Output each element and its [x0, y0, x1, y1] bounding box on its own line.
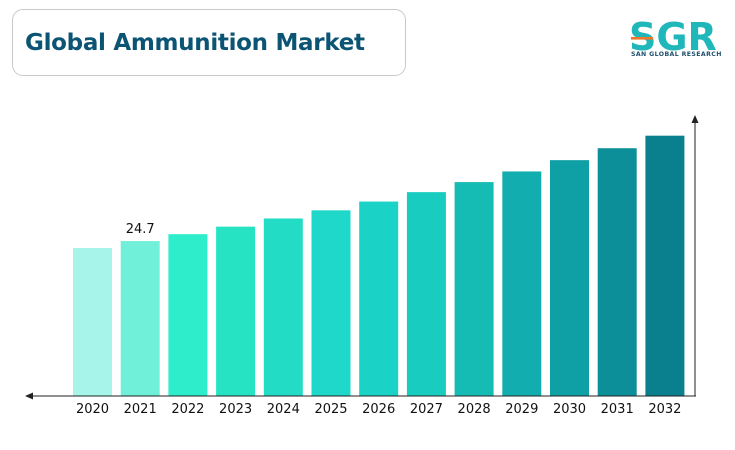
bar-2022 [168, 234, 208, 396]
data-labels-group: 24.7 [126, 222, 155, 237]
bar-2031 [597, 148, 637, 396]
bar-2020 [73, 247, 112, 396]
x-tick-label-2032: 2032 [648, 402, 681, 417]
x-axis-arrow [25, 392, 33, 400]
sgr-logo: SGR [629, 15, 717, 59]
x-tick-label-2022: 2022 [171, 402, 204, 417]
chart-title: Global Ammunition Market [25, 29, 365, 56]
x-tick-label-2031: 2031 [601, 402, 634, 417]
data-label-2021: 24.7 [126, 222, 155, 237]
logo-subtitle: SAN GLOBAL RESEARCH [631, 51, 722, 58]
bar-2021 [120, 241, 160, 396]
bar-2025 [311, 210, 351, 396]
x-tick-label-2021: 2021 [124, 402, 157, 417]
x-tick-label-2027: 2027 [410, 402, 443, 417]
bar-2023 [216, 226, 256, 396]
title-box: Global Ammunition Market [12, 9, 406, 76]
x-tick-labels-group: 2020 2021 2022 2023 2024 2025 2026 2027 2028 2029… [76, 402, 681, 417]
x-tick-label-2028: 2028 [458, 402, 491, 417]
logo-accent-stripe [631, 37, 653, 40]
x-tick-label-2023: 2023 [219, 402, 252, 417]
bar-2024 [263, 218, 303, 396]
x-tick-label-2020: 2020 [76, 402, 109, 417]
bar-2026 [359, 201, 399, 396]
bar-2027 [406, 192, 446, 396]
bar-2030 [550, 160, 589, 396]
x-tick-label-2024: 2024 [267, 402, 300, 417]
x-tick-label-2030: 2030 [553, 402, 586, 417]
bar-2029 [502, 171, 542, 396]
bars-group [73, 135, 685, 396]
y-axis-arrow [691, 115, 699, 123]
x-tick-label-2025: 2025 [314, 402, 347, 417]
x-tick-label-2026: 2026 [362, 402, 395, 417]
bar-2032 [645, 135, 685, 396]
x-tick-label-2029: 2029 [505, 402, 538, 417]
bar-2028 [454, 182, 494, 396]
